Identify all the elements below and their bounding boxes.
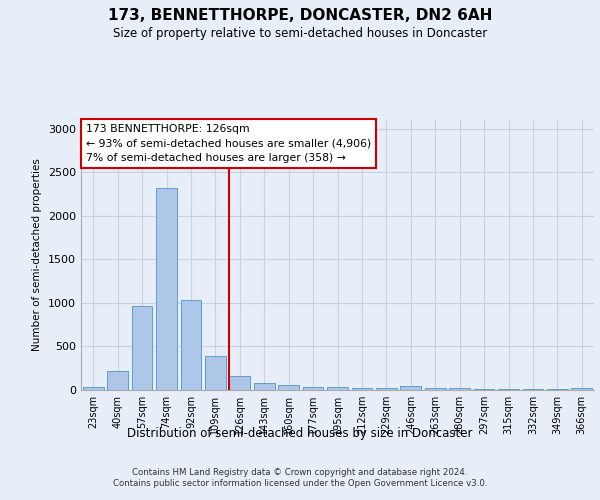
Y-axis label: Number of semi-detached properties: Number of semi-detached properties	[32, 158, 43, 352]
Bar	[523, 388, 544, 390]
Bar	[425, 388, 446, 390]
Text: 173, BENNETTHORPE, DONCASTER, DN2 6AH: 173, BENNETTHORPE, DONCASTER, DN2 6AH	[108, 8, 492, 22]
Bar	[83, 388, 104, 390]
Text: Distribution of semi-detached houses by size in Doncaster: Distribution of semi-detached houses by …	[127, 428, 473, 440]
Bar	[205, 356, 226, 390]
Text: 173 BENNETTHORPE: 126sqm
← 93% of semi-detached houses are smaller (4,906)
7% of: 173 BENNETTHORPE: 126sqm ← 93% of semi-d…	[86, 124, 371, 163]
Bar	[473, 388, 494, 390]
Bar	[131, 306, 152, 390]
Bar	[156, 188, 177, 390]
Bar	[327, 388, 348, 390]
Bar	[547, 388, 568, 390]
Bar	[302, 386, 323, 390]
Text: Size of property relative to semi-detached houses in Doncaster: Size of property relative to semi-detach…	[113, 28, 487, 40]
Bar	[278, 385, 299, 390]
Bar	[449, 388, 470, 390]
Bar	[352, 388, 373, 390]
Bar	[376, 388, 397, 390]
Bar	[254, 383, 275, 390]
Bar	[229, 376, 250, 390]
Bar	[498, 388, 519, 390]
Bar	[400, 386, 421, 390]
Bar	[107, 371, 128, 390]
Bar	[181, 300, 202, 390]
Text: Contains HM Land Registry data © Crown copyright and database right 2024.
Contai: Contains HM Land Registry data © Crown c…	[113, 468, 487, 487]
Bar	[571, 388, 592, 390]
